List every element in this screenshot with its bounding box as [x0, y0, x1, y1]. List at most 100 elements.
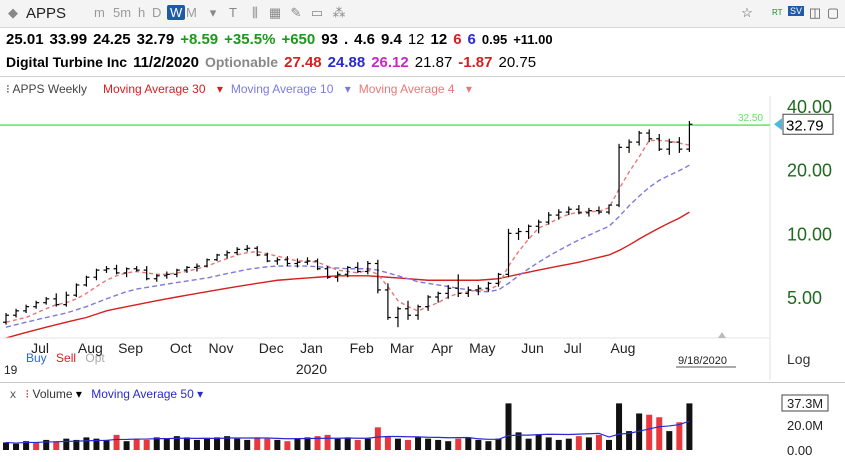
legend-ma10[interactable]: Moving Average 10 ▾ [230, 82, 351, 96]
volume-bar [294, 438, 301, 450]
timeframe-w[interactable]: W [167, 5, 186, 20]
draw-tool-icon[interactable]: ✎ [290, 5, 302, 20]
volume-bar [23, 441, 30, 450]
volume-bar [344, 437, 351, 450]
sv-label[interactable]: SV [788, 6, 805, 16]
star-icon[interactable]: ☆ [741, 5, 753, 20]
bar-style-icon[interactable]: ⫼ [252, 5, 258, 20]
volume-bar [304, 437, 311, 450]
rt-label[interactable]: RT [772, 8, 783, 17]
sell-button[interactable]: Sell [56, 351, 77, 365]
timeframe-d[interactable]: D [152, 5, 162, 20]
x-tick-label: Jul [31, 340, 49, 356]
quote-change-pct: +35.5% [224, 31, 276, 48]
quote-vol-change: +650 [281, 31, 316, 48]
volume-max-box [781, 394, 829, 412]
trade-buttons: Buy Sell Opt [26, 351, 105, 365]
volume-bar [204, 438, 210, 450]
legend-ma10-label: Moving Average 10 [230, 82, 334, 96]
volume-bar [63, 438, 70, 450]
grid-icon[interactable]: ▦ [268, 5, 282, 20]
volume-bar [435, 439, 442, 450]
volume-bar [73, 439, 80, 450]
volume-bar [475, 439, 482, 450]
quote-v7: 0.95 [481, 32, 508, 47]
volume-bar [83, 437, 90, 450]
last-price-label: 32.79 [786, 117, 824, 134]
timeframe-5m[interactable]: 5m [113, 5, 132, 20]
volume-divider [0, 382, 845, 383]
volume-bar [666, 431, 673, 450]
volume-bar [33, 442, 40, 450]
volume-bar [374, 427, 381, 450]
volume-label-group[interactable]: ⁝ Volume ▾ [25, 387, 82, 401]
volume-bar [676, 422, 683, 450]
left-edge-label: 19 [4, 363, 18, 377]
symbol-label[interactable]: APPS [26, 5, 67, 22]
chevron-down-icon[interactable]: ▾ [209, 5, 217, 20]
volume-bar [495, 438, 502, 450]
volume-bar [274, 439, 281, 450]
window-icon[interactable]: ▢ [826, 5, 840, 20]
header-divider [0, 76, 845, 77]
volume-close-icon[interactable]: x [10, 387, 16, 401]
y-tick-label: 20.00 [787, 161, 832, 181]
buy-button[interactable]: Buy [26, 351, 47, 365]
y-scale-label: Log [787, 351, 810, 367]
volume-bar [575, 436, 582, 450]
volume-ma-group[interactable]: Moving Average 50 ▾ [91, 387, 204, 401]
year-label: 2020 [296, 361, 327, 377]
quote-v5: 6 [453, 31, 462, 48]
volume-bar [133, 438, 140, 450]
company-name: Digital Turbine Inc [6, 54, 128, 70]
price-legend: ⁝ APPS Weekly Moving Average 30 ▾ Moving A… [6, 82, 480, 96]
volume-bar [3, 442, 9, 450]
x-tick-label: Jul [564, 340, 582, 356]
volume-bar [646, 414, 653, 450]
volume-bar [525, 438, 532, 450]
chart-settings-icon[interactable]: ◫ [808, 5, 822, 20]
volume-bar [485, 441, 492, 450]
opt-button[interactable]: Opt [85, 351, 105, 365]
comment-icon[interactable]: ▭ [310, 5, 324, 20]
last-price-box [782, 113, 834, 135]
ma4-value: 26.12 [371, 54, 409, 71]
volume-bar [163, 438, 170, 450]
x-tick-label: Nov [209, 340, 234, 356]
volume-bar [616, 403, 623, 450]
volume-bar [656, 417, 663, 450]
volume-bar [535, 434, 542, 450]
volume-bar [334, 438, 341, 450]
volume-bar [565, 438, 572, 450]
volume-bar [425, 438, 432, 450]
timeframe-mo[interactable]: M [186, 5, 197, 20]
volume-bar [455, 438, 462, 450]
text-tool-icon[interactable]: T [229, 5, 237, 20]
volume-bar [103, 439, 110, 450]
legend-series[interactable]: ⁝ APPS Weekly [6, 82, 87, 96]
info-date: 11/2/2020 [133, 54, 199, 71]
x-tick-label: Jan [300, 340, 323, 356]
volume-bar [626, 431, 633, 450]
marker-triangle [718, 332, 726, 338]
volume-bar [415, 437, 422, 450]
quote-dot: . [343, 31, 349, 48]
legend-ma4[interactable]: Moving Average 4 ▾ [358, 82, 472, 96]
date-marker: 9/18/2020 [678, 355, 727, 367]
volume-bar [394, 438, 401, 450]
timeframe-h[interactable]: h [138, 5, 146, 20]
legend-ma30[interactable]: Moving Average 30 ▾ [102, 82, 223, 96]
timeframe-m[interactable]: m [94, 5, 105, 20]
volume-bar [405, 439, 411, 450]
volume-tick-label: 0.00 [787, 443, 812, 458]
quote-v8: +11.00 [513, 32, 553, 47]
x-tick-label: Apr [431, 340, 453, 356]
share-icon[interactable]: ⁂ [332, 5, 346, 20]
volume-bar [43, 439, 50, 450]
indicator-icon[interactable]: ◆ [8, 5, 18, 20]
quote-close: 32.79 [136, 31, 175, 48]
quote-line: 25.01 33.99 24.25 32.79 +8.59 +35.5% +650 93. 4.… [6, 31, 559, 51]
volume-bar [354, 439, 361, 450]
volume-ma-label: Moving Average 50 [91, 387, 194, 401]
